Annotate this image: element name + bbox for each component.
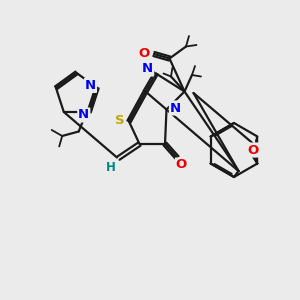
Text: H: H	[106, 160, 116, 174]
Text: N: N	[170, 101, 181, 115]
Text: S: S	[115, 113, 125, 127]
Text: O: O	[138, 47, 150, 61]
Text: O: O	[176, 158, 187, 172]
Text: O: O	[247, 143, 259, 157]
Text: N: N	[85, 79, 96, 92]
Text: N: N	[142, 62, 153, 76]
Text: N: N	[78, 109, 89, 122]
